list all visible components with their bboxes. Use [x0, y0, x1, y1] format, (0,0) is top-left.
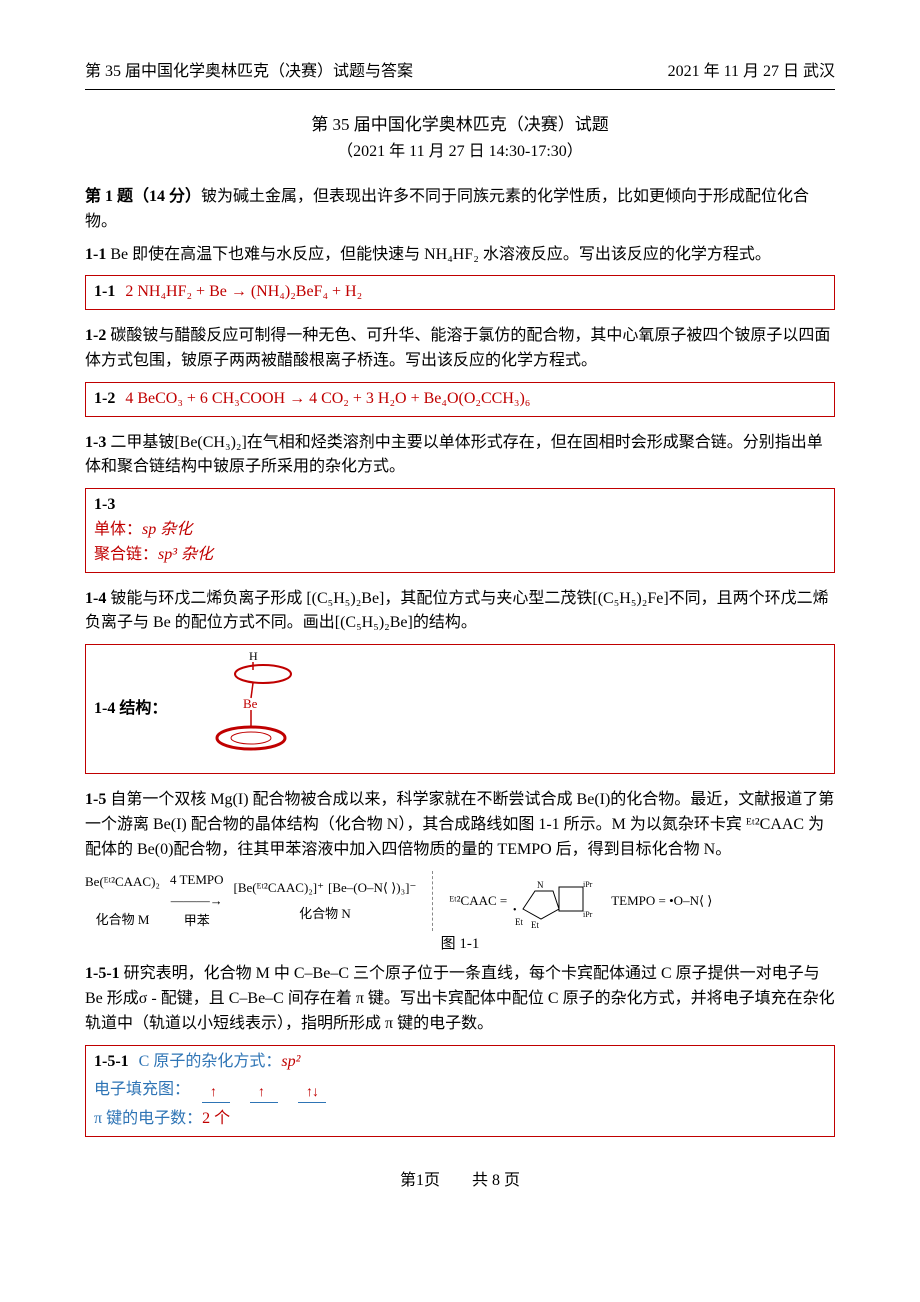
arrow-up-icon: ↑ [210, 1082, 217, 1104]
q1-4-text: 1-4 铍能与环戊二烯负离子形成 [(C₅H₅)₂Be]，其配位方式与夹心型二茂… [85, 587, 835, 637]
cp2be-structure: H Be [193, 650, 313, 769]
arrow-up-icon: ↑ [258, 1082, 265, 1104]
q1-3-ans-line2: 聚合链：sp³ 杂化 [94, 543, 826, 568]
q1-1-answer-box: 1-1 2 NH₄HF₂ + Be → (NH₄)₂BeF₄ + H₂ [85, 275, 835, 310]
q1-5-1-line1-label: C 原子的杂化方式： [139, 1053, 282, 1070]
q1-1-label: 1-1 [85, 246, 106, 263]
scheme-reactant-col: Be(ᴱᵗ²CAAC)₂ 化合物 M [85, 872, 160, 930]
q1-5-1-body: 研究表明，化合物 M 中 C–Be–C 三个原子位于一条直线，每个卡宾配体通过 … [85, 965, 835, 1032]
scheme-reactant: Be(ᴱᵗ²CAAC)₂ [85, 872, 160, 892]
scheme-product-col: [Be(ᴱᵗ²CAAC)₂]⁺ [Be–(O–N⟨ ⟩)₃]⁻ 化合物 N [234, 878, 417, 924]
q1-2-body: 碳酸铍与醋酸反应可制得一种无色、可升华、能溶于氯仿的配合物，其中心氧原子被四个铍… [85, 327, 830, 369]
scheme-anion: [Be–(O–N⟨ ⟩)₃]⁻ [328, 878, 416, 898]
q1-2-label: 1-2 [85, 327, 106, 344]
q1-1-text: 1-1 Be 即使在高温下也难与水反应，但能快速与 NH₄HF₂ 水溶液反应。写… [85, 243, 835, 268]
header-right: 2021 年 11 月 27 日 武汉 [668, 60, 835, 85]
header-rule [85, 89, 835, 90]
q1-5-label: 1-5 [85, 791, 106, 808]
q1-5-1-ans-label: 1-5-1 [94, 1053, 129, 1070]
q1-2-ans-label: 1-2 [94, 390, 115, 407]
q1-1-ans: 2 NH₄HF₂ + Be → (NH₄)₂BeF₄ + H₂ [125, 283, 362, 300]
q1-3-ans-line2-val: sp³ 杂化 [158, 546, 213, 563]
q1-3-body: 二甲基铍[Be(CH₃)₂]在气相和烃类溶剂中主要以单体形式存在，但在固相时会形… [85, 434, 823, 476]
figure-1-1-caption: 图 1-1 [85, 933, 835, 956]
page-footer: 第1页 共 8 页 [85, 1169, 835, 1194]
arrow-down-icon: ↓ [312, 1082, 319, 1104]
title-block: 第 35 届中国化学奥林匹克（决赛）试题 （2021 年 11 月 27 日 1… [85, 112, 835, 165]
orbital-2: ↑ [250, 1084, 278, 1103]
q1-3-answer-box: 1-3 单体：sp 杂化 聚合链：sp³ 杂化 [85, 488, 835, 572]
page-header: 第 35 届中国化学奥林匹克（决赛）试题与答案 2021 年 11 月 27 日… [85, 60, 835, 85]
svg-text:Et: Et [531, 920, 539, 929]
q1-heading: 第 1 题（14 分）铍为碱土金属，但表现出许多不同于同族元素的化学性质，比如更… [85, 185, 835, 235]
divider-icon [432, 871, 433, 931]
scheme-reactant-label: 化合物 M [85, 910, 160, 930]
tempo-def: TEMPO = •O–N⟨ ⟩ [611, 891, 712, 911]
title-sub: （2021 年 11 月 27 日 14:30-17:30） [85, 140, 835, 165]
be-label: Be [243, 696, 258, 711]
q1-4-answer-box: 1-4 结构： H Be [85, 644, 835, 774]
q1-3-ans-line1: 单体：sp 杂化 [94, 518, 826, 543]
q1-5-1-answer-box: 1-5-1 C 原子的杂化方式：sp² 电子填充图： ↑ ↑ ↑↓ π 键的电子… [85, 1045, 835, 1137]
caac-def: ᴱᵗ²CAAC = • N Et Et iPr iPr [449, 873, 601, 929]
q1-heading-bold: 第 1 题（14 分） [85, 188, 201, 205]
caac-label: ᴱᵗ²CAAC = [449, 891, 507, 911]
q1-5-1-text: 1-5-1 研究表明，化合物 M 中 C–Be–C 三个原子位于一条直线，每个卡… [85, 962, 835, 1036]
q1-1-body: Be 即使在高温下也难与水反应，但能快速与 NH₄HF₂ 水溶液反应。写出该反应… [106, 246, 771, 263]
svg-text:•: • [513, 905, 517, 916]
q1-3-ans-label: 1-3 [94, 496, 115, 513]
q1-5-1-line3-label: π 键的电子数： [94, 1110, 202, 1127]
q1-3-ans-line1-prefix: 单体： [94, 521, 142, 538]
h-label: H [249, 650, 258, 663]
q1-2-answer-box: 1-2 4 BeCO₃ + 6 CH₃COOH → 4 CO₂ + 3 H₂O … [85, 382, 835, 417]
orbital-3: ↑↓ [298, 1084, 326, 1103]
q1-5-text: 1-5 自第一个双核 Mg(I) 配合物被合成以来，科学家就在不断尝试合成 Be… [85, 788, 835, 862]
tempo-label: TEMPO = •O–N⟨ ⟩ [611, 893, 712, 908]
q1-5-1-line1-val: sp² [281, 1053, 300, 1070]
scheme-arrow: 4 TEMPO ———→ 甲苯 [170, 870, 224, 930]
q1-1-ans-label: 1-1 [94, 283, 115, 300]
scheme-arrow-bottom: 甲苯 [170, 911, 224, 931]
q1-3-ans-line1-val: sp 杂化 [142, 521, 192, 538]
q1-5-1-line2-label: 电子填充图： [94, 1081, 190, 1098]
q1-4-ans-label: 1-4 结构： [94, 697, 167, 722]
svg-text:N: N [537, 880, 544, 890]
q1-3-ans-line2-prefix: 聚合链： [94, 546, 158, 563]
q1-5-1-label: 1-5-1 [85, 965, 120, 982]
svg-text:iPr: iPr [583, 910, 593, 919]
cp2be-svg: H Be [193, 650, 313, 760]
scheme-cation: [Be(ᴱᵗ²CAAC)₂]⁺ [234, 878, 324, 898]
scheme-1-1: Be(ᴱᵗ²CAAC)₂ 化合物 M 4 TEMPO ———→ 甲苯 [Be(ᴱ… [85, 870, 835, 930]
orbital-1: ↑ [202, 1084, 230, 1103]
scheme-arrow-top: 4 TEMPO [170, 870, 224, 890]
q1-4-label: 1-4 [85, 590, 106, 607]
q1-5-1-line3-val: 2 个 [202, 1110, 230, 1127]
q1-5-body: 自第一个双核 Mg(I) 配合物被合成以来，科学家就在不断尝试合成 Be(I)的… [85, 791, 834, 858]
title-main: 第 35 届中国化学奥林匹克（决赛）试题 [85, 112, 835, 138]
q1-3-text: 1-3 二甲基铍[Be(CH₃)₂]在气相和烃类溶剂中主要以单体形式存在，但在固… [85, 431, 835, 481]
q1-2-text: 1-2 碳酸铍与醋酸反应可制得一种无色、可升华、能溶于氯仿的配合物，其中心氧原子… [85, 324, 835, 374]
caac-structure-icon: • N Et Et iPr iPr [511, 873, 601, 929]
svg-text:iPr: iPr [583, 880, 593, 889]
scheme-product-label: 化合物 N [234, 904, 417, 924]
q1-3-label: 1-3 [85, 434, 106, 451]
header-left: 第 35 届中国化学奥林匹克（决赛）试题与答案 [85, 60, 413, 85]
arrow-icon: ———→ [170, 891, 224, 911]
q1-2-ans: 4 BeCO₃ + 6 CH₃COOH → 4 CO₂ + 3 H₂O + Be… [125, 390, 530, 407]
q1-4-body: 铍能与环戊二烯负离子形成 [(C₅H₅)₂Be]，其配位方式与夹心型二茂铁[(C… [85, 590, 829, 632]
svg-text:Et: Et [515, 917, 523, 927]
